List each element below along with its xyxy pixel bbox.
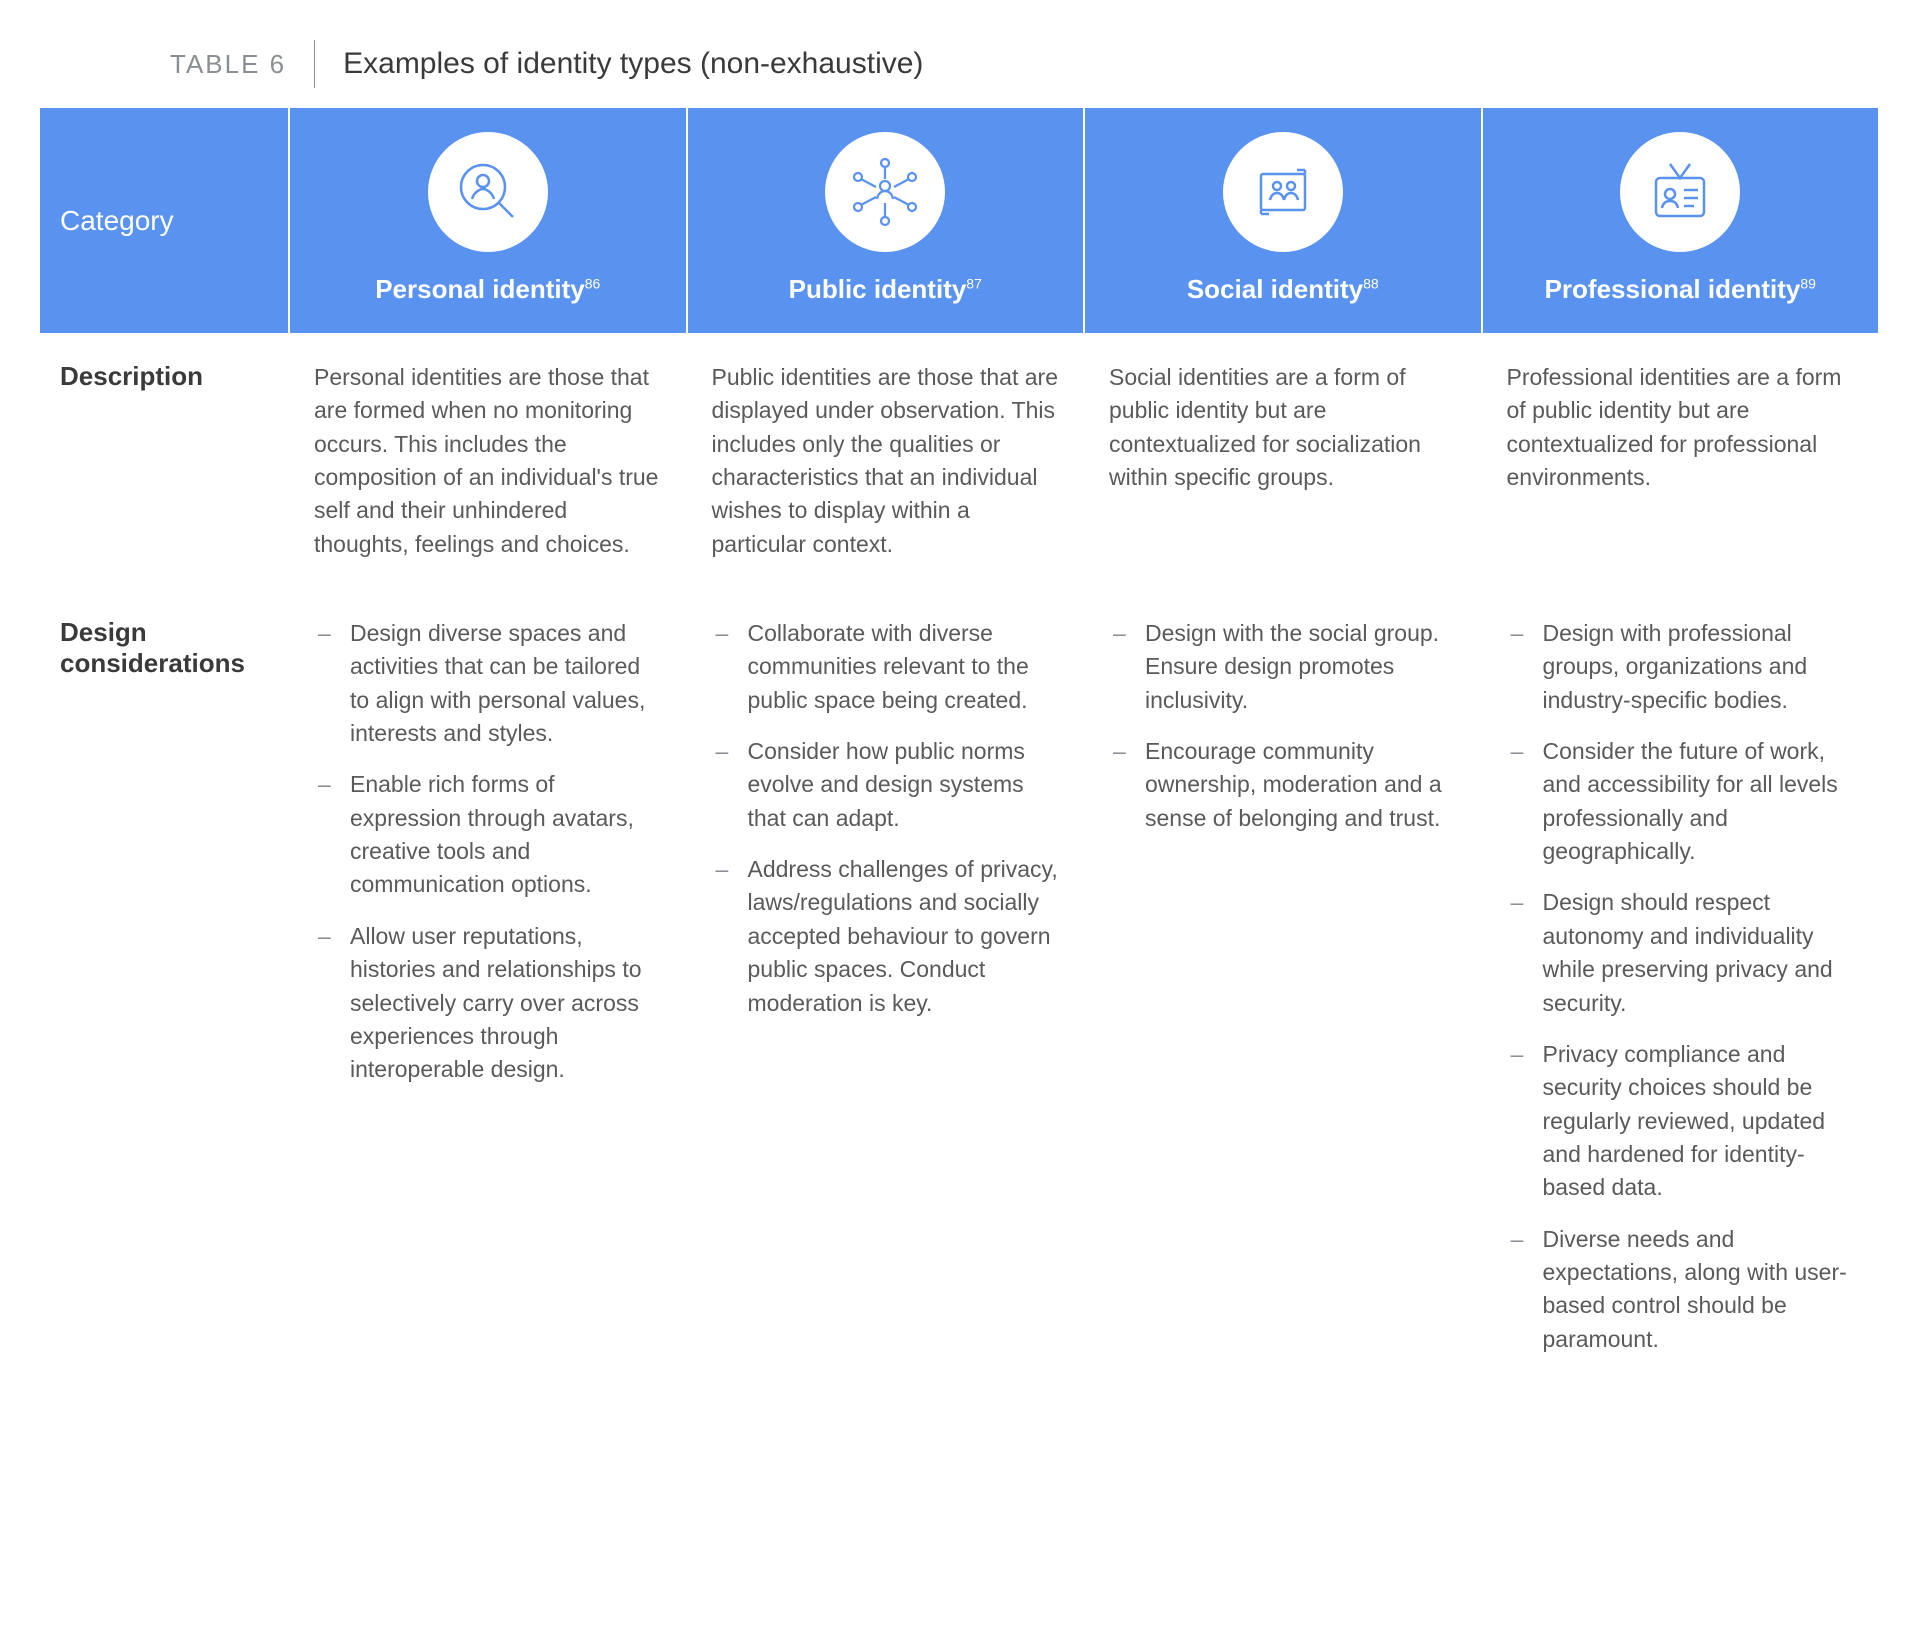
- table-container: TABLE 6 Examples of identity types (non-…: [40, 40, 1880, 1402]
- row-label-description: Description: [40, 333, 290, 589]
- list-item: Collaborate with diverse communities rel…: [712, 617, 1060, 717]
- desc-public: Public identities are those that are dis…: [688, 333, 1086, 589]
- table-caption: Examples of identity types (non-exhausti…: [343, 47, 923, 81]
- design-professional: Design with professional groups, organiz…: [1483, 589, 1881, 1402]
- design-personal: Design diverse spaces and activities tha…: [290, 589, 688, 1402]
- table-grid: Category Personal identity86: [40, 108, 1880, 1402]
- design-public: Collaborate with diverse communities rel…: [688, 589, 1086, 1402]
- list-item: Diverse needs and expectations, along wi…: [1507, 1223, 1857, 1356]
- list-item: Consider the future of work, and accessi…: [1507, 735, 1857, 868]
- desc-professional: Professional identities are a form of pu…: [1483, 333, 1881, 589]
- header-label-professional: Professional identity89: [1545, 274, 1816, 305]
- header-label-social: Social identity88: [1187, 274, 1379, 305]
- list-item: Design should respect autonomy and indiv…: [1507, 886, 1857, 1019]
- header-label-public: Public identity87: [789, 274, 982, 305]
- list-item: Consider how public norms evolve and des…: [712, 735, 1060, 835]
- professional-identity-icon: [1620, 132, 1740, 252]
- list-item: Allow user reputations, histories and re…: [314, 920, 662, 1087]
- header-col-professional: Professional identity89: [1483, 108, 1881, 333]
- design-social: Design with the social group. Ensure des…: [1085, 589, 1483, 1402]
- list-item: Design with professional groups, organiz…: [1507, 617, 1857, 717]
- row-label-design: Design considerations: [40, 589, 290, 1402]
- header-corner-category: Category: [40, 108, 290, 333]
- design-public-list: Collaborate with diverse communities rel…: [712, 617, 1060, 1020]
- header-col-personal: Personal identity86: [290, 108, 688, 333]
- desc-social: Social identities are a form of public i…: [1085, 333, 1483, 589]
- design-professional-list: Design with professional groups, organiz…: [1507, 617, 1857, 1356]
- header-col-public: Public identity87: [688, 108, 1086, 333]
- desc-personal: Personal identities are those that are f…: [290, 333, 688, 589]
- list-item: Design diverse spaces and activities tha…: [314, 617, 662, 750]
- table-title-row: TABLE 6 Examples of identity types (non-…: [40, 40, 1880, 88]
- title-divider: [314, 40, 315, 88]
- corner-label: Category: [60, 205, 174, 237]
- list-item: Privacy compliance and security choices …: [1507, 1038, 1857, 1205]
- social-identity-icon: [1223, 132, 1343, 252]
- list-item: Design with the social group. Ensure des…: [1109, 617, 1457, 717]
- header-label-personal: Personal identity86: [375, 274, 600, 305]
- header-col-social: Social identity88: [1085, 108, 1483, 333]
- personal-identity-icon: [428, 132, 548, 252]
- design-personal-list: Design diverse spaces and activities tha…: [314, 617, 662, 1086]
- table-number: TABLE 6: [170, 49, 286, 80]
- design-social-list: Design with the social group. Ensure des…: [1109, 617, 1457, 835]
- list-item: Enable rich forms of expression through …: [314, 768, 662, 901]
- public-identity-icon: [825, 132, 945, 252]
- list-item: Address challenges of privacy, laws/regu…: [712, 853, 1060, 1020]
- list-item: Encourage community ownership, moderatio…: [1109, 735, 1457, 835]
